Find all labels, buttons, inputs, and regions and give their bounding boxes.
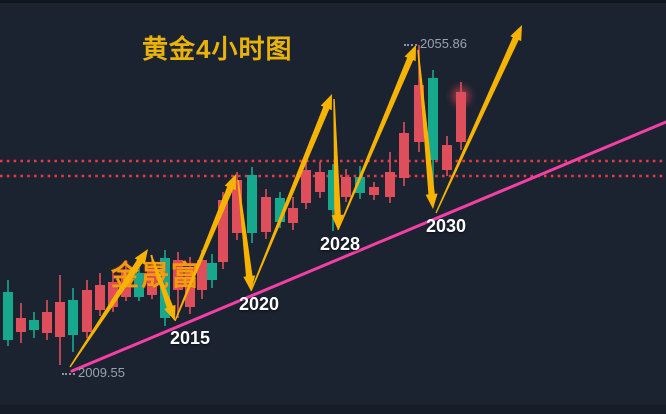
candlestick (29, 312, 39, 338)
candlestick (442, 136, 452, 176)
trend-arrow (174, 174, 236, 322)
candlestick (414, 45, 424, 152)
candlestick (232, 172, 242, 240)
candlestick (207, 254, 217, 288)
candlestick (82, 280, 92, 338)
trend-arrow (435, 25, 522, 214)
candlestick (108, 272, 118, 312)
candlestick (173, 252, 183, 318)
candlestick (399, 122, 409, 186)
candlestick (369, 182, 379, 200)
candlestick (247, 167, 257, 243)
trend-arrow (237, 179, 256, 291)
candlestick (218, 192, 228, 269)
trend-arrow (69, 249, 148, 368)
candlestick (55, 275, 65, 365)
candlestick (385, 152, 395, 203)
candlestick (42, 300, 52, 340)
candlestick (328, 164, 338, 231)
trend-arrow (417, 49, 438, 210)
candlestick (288, 197, 298, 230)
candlestick (16, 303, 26, 343)
candlestick (301, 160, 311, 209)
candlestick (341, 169, 351, 202)
candlestick (3, 280, 13, 346)
bottom-edge-strip (0, 405, 666, 414)
candlestick (355, 166, 365, 199)
trendline (70, 120, 666, 373)
candlestick (275, 192, 285, 228)
candlestick (134, 264, 144, 301)
candlestick (261, 189, 271, 239)
chart-title: 黄金4小时图 (142, 34, 293, 64)
candlestick (68, 288, 78, 352)
candlestick (197, 250, 207, 299)
trend-arrow (337, 45, 416, 231)
trend-arrow (331, 99, 344, 230)
candlestick (315, 162, 325, 198)
top-edge-strip (0, 0, 666, 3)
trend-arrow (250, 94, 332, 292)
candlestick (147, 255, 157, 299)
candlestick (95, 273, 105, 316)
candlestick (428, 70, 438, 207)
trend-arrow (150, 254, 176, 321)
candlestick (452, 82, 470, 150)
